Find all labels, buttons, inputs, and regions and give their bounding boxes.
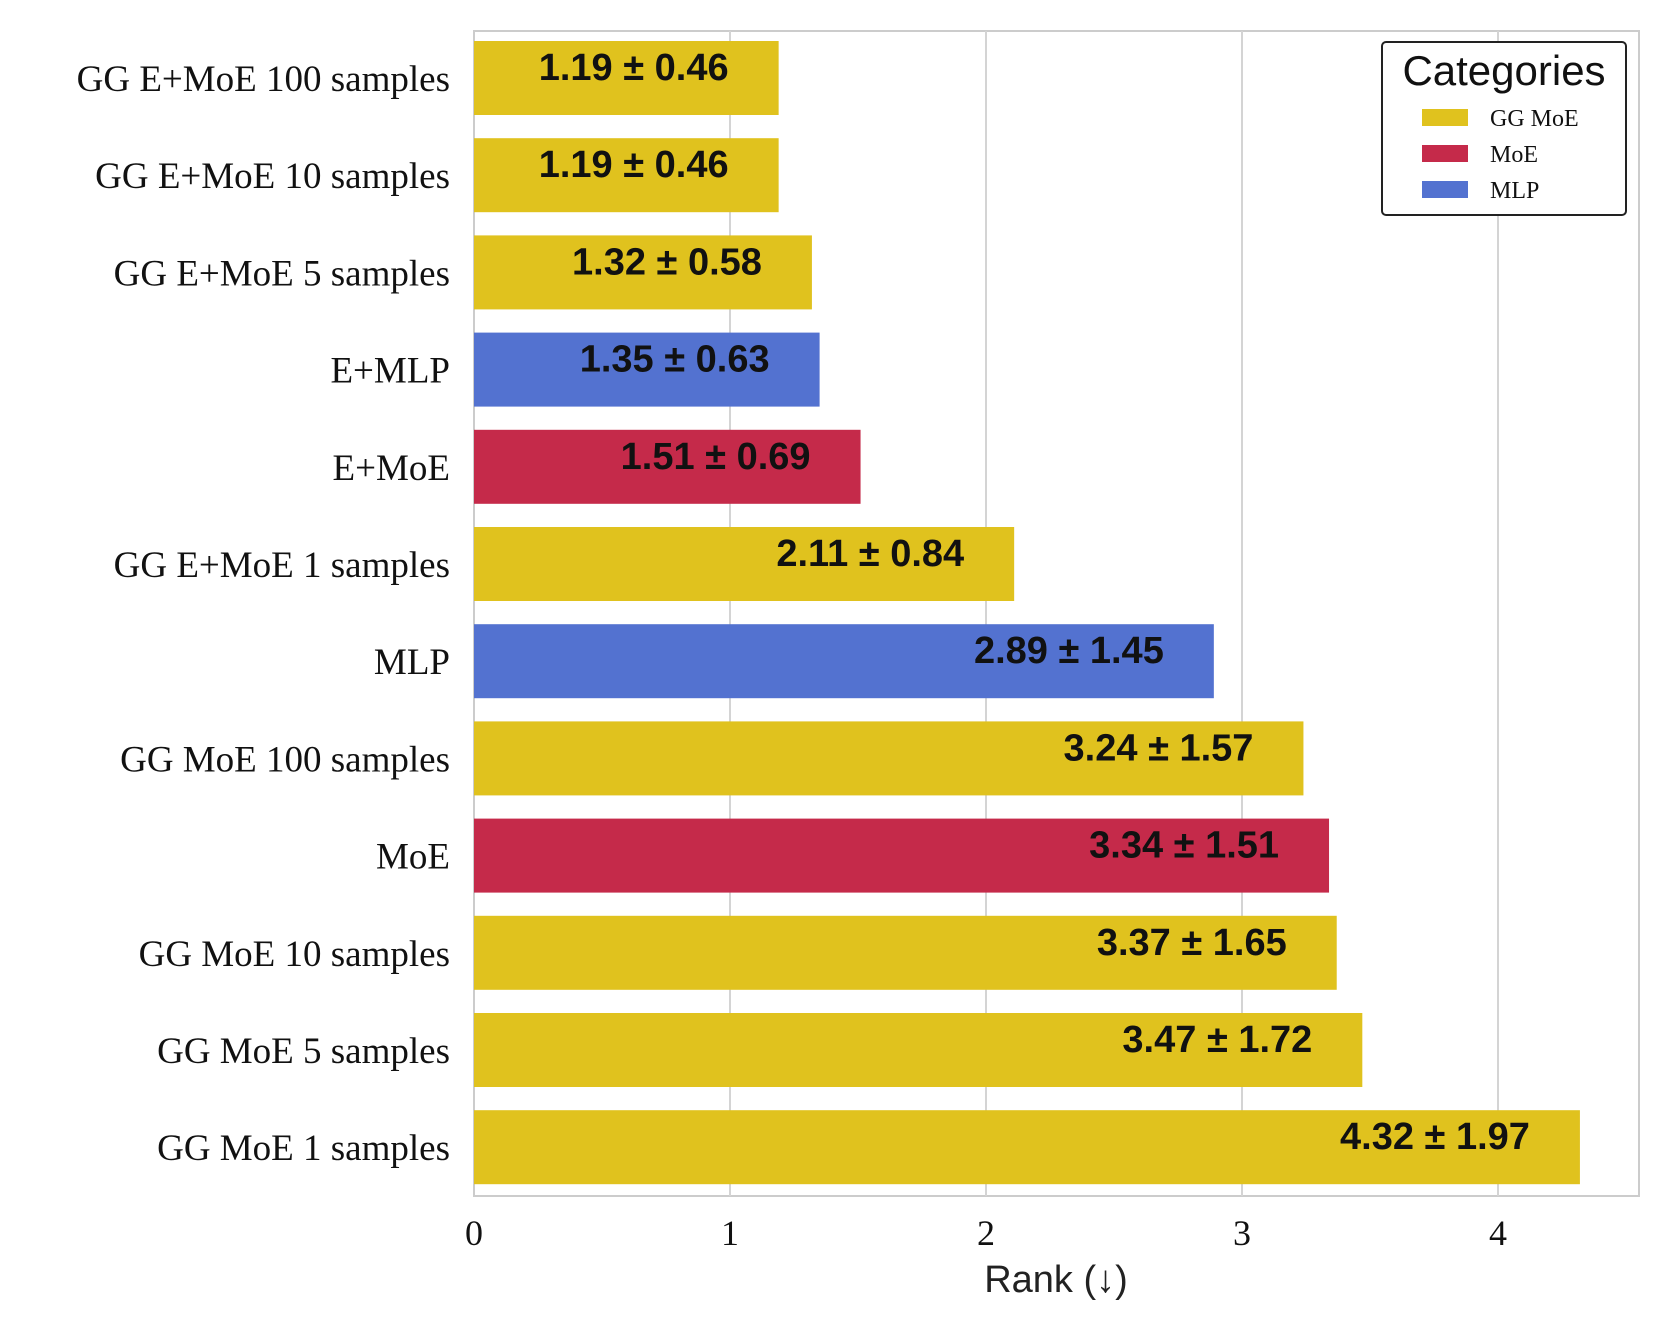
legend-swatch-gg-moe (1422, 109, 1468, 126)
legend-box (1381, 41, 1627, 216)
category-label-gg-e-moe-100-samples: GG E+MoE 100 samples (77, 59, 450, 100)
bar-gg-moe-1-samples (474, 1110, 1580, 1185)
bar-moe (474, 818, 1330, 893)
category-label-mlp: MLP (374, 642, 450, 683)
legend-label-mlp: MLP (1490, 178, 1539, 204)
bar-mlp (474, 624, 1214, 699)
category-label-gg-moe-100-samples: GG MoE 100 samples (120, 739, 450, 780)
category-label-gg-e-moe-1-samples: GG E+MoE 1 samples (114, 545, 450, 586)
legend-swatch-moe (1422, 145, 1468, 162)
legend: Categories GG MoE MoE MLP (1381, 41, 1627, 216)
value-label-gg-moe-5-samples: 3.47 ± 1.72 (1122, 1019, 1312, 1061)
category-label-gg-moe-5-samples: GG MoE 5 samples (157, 1031, 450, 1072)
value-label-mlp: 2.89 ± 1.45 (974, 630, 1164, 672)
category-label-moe: MoE (376, 837, 450, 878)
gridlines (729, 31, 1499, 1196)
bar-gg-moe-5-samples (474, 1013, 1363, 1087)
bar-gg-e-moe-10-samples (474, 138, 779, 213)
value-label-gg-e-moe-100-samples: 1.19 ± 0.46 (539, 47, 729, 89)
bar-gg-e-moe-5-samples (474, 235, 812, 310)
bar-gg-e-moe-1-samples (474, 527, 1015, 601)
value-label-e-mlp: 1.35 ± 0.63 (580, 339, 770, 381)
value-label-gg-e-moe-5-samples: 1.32 ± 0.58 (572, 241, 762, 283)
legend-title: Categories (1402, 47, 1605, 94)
category-label-gg-moe-10-samples: GG MoE 10 samples (139, 934, 450, 975)
bar-gg-moe-10-samples (474, 915, 1337, 990)
value-label-e-moe: 1.51 ± 0.69 (621, 436, 811, 478)
value-label-gg-moe-100-samples: 3.24 ± 1.57 (1064, 727, 1254, 769)
value-label-moe: 3.34 ± 1.51 (1089, 825, 1279, 867)
bar-gg-e-moe-100-samples (474, 41, 779, 115)
category-label-gg-e-moe-10-samples: GG E+MoE 10 samples (95, 156, 450, 197)
legend-label-gg-moe: GG MoE (1490, 106, 1579, 132)
x-tick-labels: 0 1 2 3 4 (465, 1213, 1507, 1253)
category-label-e-moe: E+MoE (333, 448, 450, 489)
value-labels: 1.19 ± 0.46 1.19 ± 0.46 1.32 ± 0.58 1.35 ± … (539, 47, 1530, 1158)
x-tick-label-3: 3 (1233, 1213, 1251, 1253)
category-label-gg-moe-1-samples: GG MoE 1 samples (157, 1128, 450, 1169)
legend-swatch-mlp (1422, 181, 1468, 198)
bars-group (474, 41, 1580, 1185)
category-label-gg-e-moe-5-samples: GG E+MoE 5 samples (114, 253, 450, 294)
value-label-gg-e-moe-1-samples: 2.11 ± 0.84 (776, 533, 964, 575)
category-labels: GG E+MoE 100 samples GG E+MoE 10 samples G… (77, 59, 450, 1169)
x-tick-label-1: 1 (721, 1213, 739, 1253)
bar-e-mlp (474, 332, 820, 407)
x-axis-label: Rank (↓) (984, 1259, 1128, 1301)
plot-area (473, 30, 1640, 1197)
bar-e-moe (474, 429, 861, 504)
x-tick-label-0: 0 (465, 1213, 483, 1253)
value-label-gg-moe-10-samples: 3.37 ± 1.65 (1097, 922, 1287, 964)
value-label-gg-e-moe-10-samples: 1.19 ± 0.46 (539, 144, 729, 186)
value-label-gg-moe-1-samples: 4.32 ± 1.97 (1340, 1116, 1530, 1158)
bar-gg-moe-100-samples (474, 721, 1304, 796)
legend-label-moe: MoE (1490, 142, 1538, 168)
x-tick-label-2: 2 (977, 1213, 995, 1253)
x-tick-label-4: 4 (1489, 1213, 1507, 1253)
category-label-e-mlp: E+MLP (330, 351, 450, 392)
